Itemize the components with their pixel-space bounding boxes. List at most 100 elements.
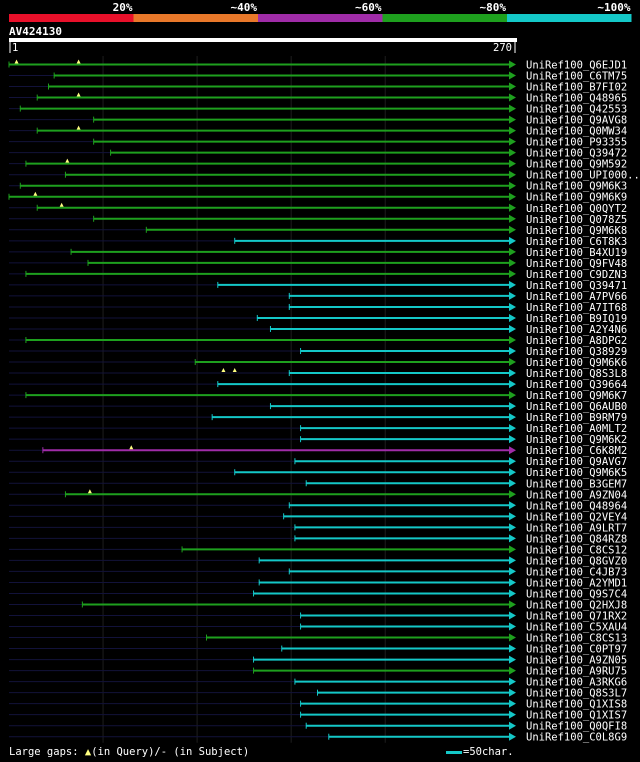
hit-label[interactable]: UniRef100_Q9M592 [526,159,627,171]
hit-row[interactable]: UniRef100_Q42553 [9,104,627,116]
hit-row[interactable]: UniRef100_Q9FV48 [9,258,627,270]
hit-row[interactable]: UniRef100_Q9S7C4 [9,588,627,600]
hit-label[interactable]: UniRef100_Q9M6K9 [526,192,627,204]
hit-row[interactable]: UniRef100_Q71RX2 [9,611,627,623]
hit-label[interactable]: UniRef100_B7FI02 [526,82,627,94]
hit-label[interactable]: UniRef100_B9IQ19 [526,313,627,325]
hit-label[interactable]: UniRef100_Q8S3L8 [526,368,627,380]
hit-label[interactable]: UniRef100_Q2VEY4 [526,511,627,523]
hit-row[interactable]: UniRef100_Q84RZ8 [9,533,627,545]
hit-label[interactable]: UniRef100_Q0MW34 [526,126,627,138]
hit-label[interactable]: UniRef100_Q48964 [526,500,627,512]
hit-label[interactable]: UniRef100_Q8S3L7 [526,688,627,700]
hit-row[interactable]: UniRef100_Q9AVG7 [9,456,627,468]
hit-row[interactable]: UniRef100_Q9M6K2 [9,434,627,446]
hit-row[interactable]: UniRef100_C6TM75 [9,71,627,83]
hit-row[interactable]: UniRef100_A3RKG6 [9,677,627,689]
hit-label[interactable]: UniRef100_Q9M6K8 [526,225,627,237]
hit-label[interactable]: UniRef100_C0PT97 [526,644,627,656]
hit-row[interactable]: UniRef100_A9ZN04 [9,489,627,501]
hit-row[interactable]: UniRef100_C5XAU4 [9,622,627,634]
hit-label[interactable]: UniRef100_A2Y4N6 [526,324,627,336]
hit-label[interactable]: UniRef100_C8CS12 [526,544,627,556]
hit-label[interactable]: UniRef100_Q9AVG8 [526,115,627,127]
hit-row[interactable]: UniRef100_Q9M6K7 [9,390,627,402]
hit-row[interactable]: UniRef100_A0MLT2 [9,423,627,435]
hit-row[interactable]: UniRef100_C4JB73 [9,566,627,578]
hit-label[interactable]: UniRef100_Q9M6K3 [526,181,627,193]
hit-row[interactable]: UniRef100_Q2VEY4 [9,511,627,523]
hit-label[interactable]: UniRef100_C4JB73 [526,566,627,578]
hit-label[interactable]: UniRef100_Q0QFI8 [526,721,627,733]
hit-row[interactable]: UniRef100_Q078Z5 [9,214,627,226]
hit-row[interactable]: UniRef100_C0L8G9 [9,732,627,744]
hit-label[interactable]: UniRef100_Q48965 [526,93,627,105]
hit-label[interactable]: UniRef100_C8CS13 [526,633,627,645]
hit-row[interactable]: UniRef100_C9DZN3 [9,269,627,281]
hit-row[interactable]: UniRef100_Q9AVG8 [9,115,627,127]
hit-row[interactable]: UniRef100_Q9M6K5 [9,467,627,479]
hit-row[interactable]: UniRef100_Q6AUB0 [9,401,627,413]
hit-label[interactable]: UniRef100_C5XAU4 [526,622,627,634]
hit-row[interactable]: UniRef100_Q0QYT2 [9,202,627,215]
hit-row[interactable]: UniRef100_B7FI02 [9,82,627,94]
hit-label[interactable]: UniRef100_Q078Z5 [526,214,627,226]
hit-label[interactable]: UniRef100_A9LRT7 [526,522,627,534]
hit-label[interactable]: UniRef100_A9ZN05 [526,655,627,667]
hit-label[interactable]: UniRef100_Q9M6K2 [526,434,627,446]
hit-row[interactable]: UniRef100_Q39471 [9,280,627,292]
hit-label[interactable]: UniRef100_Q2HXJ8 [526,599,627,611]
hit-row[interactable]: UniRef100_B9IQ19 [9,313,627,325]
hit-row[interactable]: UniRef100_C6K8M2 [9,445,627,457]
hit-row[interactable]: UniRef100_A7PV66 [9,291,627,303]
hit-row[interactable]: UniRef100_Q0MW34 [9,126,627,138]
hit-row[interactable]: UniRef100_Q2HXJ8 [9,599,627,611]
hit-row[interactable]: UniRef100_C8CS12 [9,544,627,556]
hit-row[interactable]: UniRef100_C8CS13 [9,633,627,645]
hit-label[interactable]: UniRef100_A0MLT2 [526,423,627,435]
hit-label[interactable]: UniRef100_Q84RZ8 [526,533,627,545]
hit-row[interactable]: UniRef100_C6T8K3 [9,236,627,248]
hit-label[interactable]: UniRef100_B9RM79 [526,412,627,424]
hit-row[interactable]: UniRef100_Q9M6K8 [9,225,627,237]
hit-row[interactable]: UniRef100_UPI000.. [9,170,640,182]
hit-row[interactable]: UniRef100_Q39664 [9,379,627,391]
hit-label[interactable]: UniRef100_A9RU75 [526,666,627,678]
hit-label[interactable]: UniRef100_A3RKG6 [526,677,627,689]
hit-row[interactable]: UniRef100_Q0QFI8 [9,721,627,733]
hit-label[interactable]: UniRef100_Q0QYT2 [526,203,627,215]
hit-label[interactable]: UniRef100_Q9M6K7 [526,390,627,402]
hit-label[interactable]: UniRef100_Q9M6K6 [526,357,627,369]
hit-row[interactable]: UniRef100_B9RM79 [9,412,627,424]
hit-row[interactable]: UniRef100_Q8S3L7 [9,688,627,700]
hit-label[interactable]: UniRef100_Q6EJD1 [526,60,627,72]
hit-row[interactable]: UniRef100_Q1XIS8 [9,699,627,711]
hit-row[interactable]: UniRef100_A9RU75 [9,666,627,678]
hit-row[interactable]: UniRef100_Q9M6K6 [9,357,627,369]
hit-label[interactable]: UniRef100_Q1XIS7 [526,710,627,722]
hit-label[interactable]: UniRef100_A2YMD1 [526,577,627,589]
hit-row[interactable]: UniRef100_Q6EJD1 [8,59,627,72]
hit-row[interactable]: UniRef100_P93355 [9,137,627,149]
hit-label[interactable]: UniRef100_Q8GVZ0 [526,555,627,567]
hit-row[interactable]: UniRef100_A9LRT7 [9,522,627,534]
hit-label[interactable]: UniRef100_C6TM75 [526,71,627,83]
hit-row[interactable]: UniRef100_B4XU19 [9,247,627,259]
hit-row[interactable]: UniRef100_A2Y4N6 [9,324,627,336]
hit-label[interactable]: UniRef100_P93355 [526,137,627,149]
hit-label[interactable]: UniRef100_Q9AVG7 [526,456,627,468]
hit-label[interactable]: UniRef100_A9ZN04 [526,489,627,501]
hit-label[interactable]: UniRef100_Q42553 [526,104,627,116]
hit-row[interactable]: UniRef100_Q9M6K9 [8,191,627,204]
hit-label[interactable]: UniRef100_Q9M6K5 [526,467,627,479]
hit-label[interactable]: UniRef100_A7IT68 [526,302,627,314]
hit-label[interactable]: UniRef100_C6T8K3 [526,236,627,248]
hit-row[interactable]: UniRef100_B3GEM7 [9,478,627,490]
hit-label[interactable]: UniRef100_Q9FV48 [526,258,627,270]
hit-label[interactable]: UniRef100_UPI000.. [526,170,640,182]
hit-row[interactable]: UniRef100_Q38929 [9,346,627,358]
hit-row[interactable]: UniRef100_Q8S3L8 [9,368,627,380]
hit-row[interactable]: UniRef100_Q9M6K3 [9,181,627,193]
hit-label[interactable]: UniRef100_Q6AUB0 [526,401,627,413]
hit-label[interactable]: UniRef100_Q71RX2 [526,611,627,623]
